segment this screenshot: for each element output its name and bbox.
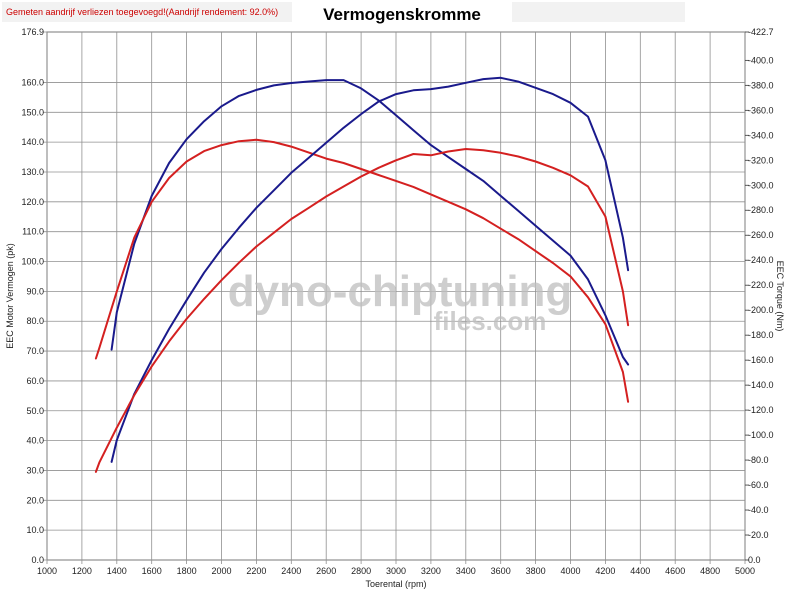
x-tick-label: 4800 [700, 566, 720, 576]
y2-tick-label: -200.0 [748, 305, 774, 315]
x-tick-label: 3400 [456, 566, 476, 576]
chart-title: Vermogenskromme [323, 5, 481, 24]
y-tick-label: 50.0 [26, 406, 44, 416]
y2-tick-label: -380.0 [748, 80, 774, 90]
drive-loss-note: Gemeten aandrijf verliezen toegevoegd!(A… [2, 2, 292, 22]
y2-tick-label: -360.0 [748, 105, 774, 115]
y-tick-label: 160.0 [21, 77, 44, 87]
y2-tick-label: -140.0 [748, 380, 774, 390]
x-tick-label: 5000 [735, 566, 755, 576]
header-filler [512, 2, 685, 22]
x-tick-label: 4200 [595, 566, 615, 576]
power-line-red [94, 138, 630, 403]
x-tick-label: 1000 [37, 566, 57, 576]
y2-tick-label: -300.0 [748, 180, 774, 190]
y-tick-label: 150.0 [21, 107, 44, 117]
x-tick-label: 4400 [630, 566, 650, 576]
x-tick-label: 1200 [72, 566, 92, 576]
x-tick-label: 2600 [316, 566, 336, 576]
x-tick-label: 1800 [177, 566, 197, 576]
x-tick-label: 3600 [491, 566, 511, 576]
y-tick-label: 120.0 [21, 197, 44, 207]
y2-tick-label: -280.0 [748, 205, 774, 215]
y2-tick-label: -40.0 [748, 505, 769, 515]
y2-tick-label: -160.0 [748, 355, 774, 365]
y-tick-label: 80.0 [26, 316, 44, 326]
y2-tick-label: -400.0 [748, 55, 774, 65]
plot-area [46, 31, 746, 561]
watermark-line2: files.com [434, 306, 547, 336]
y-tick-label: 10.0 [26, 525, 44, 535]
x-tick-label: 2400 [281, 566, 301, 576]
x-tick-label: 3800 [526, 566, 546, 576]
torque-line-blue [110, 76, 630, 463]
x-tick-label: 2200 [246, 566, 266, 576]
x-tick-label: 2800 [351, 566, 371, 576]
y-tick-label: 20.0 [26, 495, 44, 505]
y2-axis-title: EEC Torque (Nm) [775, 261, 785, 332]
y-tick-label: 90.0 [26, 286, 44, 296]
y-tick-label: 60.0 [26, 376, 44, 386]
y-tick-label: 176.9 [21, 27, 44, 37]
y-tick-label: 110.0 [22, 227, 44, 237]
y2-tick-label: -100.0 [748, 430, 774, 440]
y-tick-label: 70.0 [26, 346, 44, 356]
x-tick-label: 4600 [665, 566, 685, 576]
y2-tick-label: -240.0 [748, 255, 774, 265]
y2-tick-label: -60.0 [748, 480, 769, 490]
x-tick-label: 2000 [211, 566, 231, 576]
y2-tick-label: -340.0 [748, 130, 774, 140]
y2-tick-label: -320.0 [748, 155, 774, 165]
x-tick-label: 3000 [386, 566, 406, 576]
y2-tick-label: -180.0 [748, 330, 774, 340]
x-axis-title: Toerental (rpm) [365, 579, 426, 589]
y2-tick-label: -120.0 [748, 405, 774, 415]
y2-tick-label: -220.0 [748, 280, 774, 290]
x-tick-label: 4000 [560, 566, 580, 576]
y2-tick-label: -422.7 [748, 27, 774, 37]
y2-tick-label: -20.0 [748, 530, 769, 540]
y-tick-label: 40.0 [26, 436, 44, 446]
y-tick-label: 130.0 [21, 167, 44, 177]
y-tick-label: 30.0 [26, 465, 44, 475]
torque-line-red [94, 148, 630, 473]
power-line-blue [110, 79, 630, 366]
y-tick-label: 140.0 [21, 137, 44, 147]
watermark-line1: dyno-chiptuning [228, 267, 573, 316]
x-tick-label: 1600 [142, 566, 162, 576]
y2-tick-label: 0.0 [748, 555, 761, 565]
y2-tick-label: -80.0 [748, 455, 769, 465]
y-axis-title: EEC Motor Vermogen (pk) [5, 243, 15, 349]
y-tick-label: 100.0 [21, 257, 44, 267]
y2-tick-label: -260.0 [748, 230, 774, 240]
x-tick-label: 1400 [107, 566, 127, 576]
y-tick-label: 0.0 [31, 555, 44, 565]
x-tick-label: 3200 [421, 566, 441, 576]
